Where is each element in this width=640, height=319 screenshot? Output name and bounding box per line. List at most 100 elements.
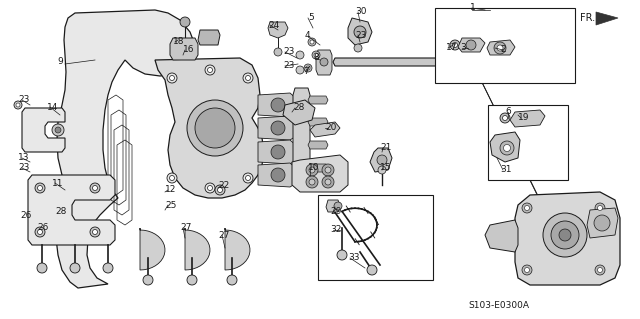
Polygon shape bbox=[293, 88, 310, 185]
Text: 3: 3 bbox=[460, 43, 466, 53]
Text: 22: 22 bbox=[218, 181, 229, 189]
Text: 7: 7 bbox=[303, 68, 308, 77]
Circle shape bbox=[367, 265, 377, 275]
Circle shape bbox=[52, 124, 64, 136]
Circle shape bbox=[502, 115, 508, 121]
Circle shape bbox=[37, 263, 47, 273]
Text: 28: 28 bbox=[55, 207, 67, 217]
Circle shape bbox=[167, 173, 177, 183]
Circle shape bbox=[308, 38, 316, 46]
Text: 23: 23 bbox=[283, 62, 294, 70]
Circle shape bbox=[187, 275, 197, 285]
Bar bbox=[488, 105, 568, 180]
Circle shape bbox=[551, 221, 579, 249]
Circle shape bbox=[274, 48, 282, 56]
Circle shape bbox=[35, 227, 45, 237]
Circle shape bbox=[598, 205, 602, 211]
Text: 28: 28 bbox=[293, 103, 305, 113]
Circle shape bbox=[450, 40, 460, 50]
Polygon shape bbox=[310, 122, 340, 137]
Circle shape bbox=[207, 186, 212, 190]
Text: 5: 5 bbox=[308, 13, 314, 23]
Polygon shape bbox=[308, 164, 328, 172]
Text: 30: 30 bbox=[355, 8, 367, 17]
Text: 13: 13 bbox=[18, 153, 29, 162]
Circle shape bbox=[271, 168, 285, 182]
Text: 26: 26 bbox=[20, 211, 31, 219]
Polygon shape bbox=[292, 155, 348, 192]
Circle shape bbox=[215, 185, 225, 195]
Text: 23: 23 bbox=[355, 31, 366, 40]
Circle shape bbox=[320, 58, 328, 66]
Polygon shape bbox=[490, 132, 520, 162]
Text: 2: 2 bbox=[500, 46, 506, 55]
Circle shape bbox=[143, 275, 153, 285]
Text: 8: 8 bbox=[313, 54, 319, 63]
Circle shape bbox=[180, 17, 190, 27]
Polygon shape bbox=[258, 140, 298, 164]
Text: 9: 9 bbox=[57, 57, 63, 66]
Circle shape bbox=[90, 227, 100, 237]
Circle shape bbox=[314, 53, 318, 57]
Circle shape bbox=[246, 76, 250, 80]
Text: 10: 10 bbox=[308, 164, 319, 173]
Polygon shape bbox=[258, 116, 298, 140]
Circle shape bbox=[271, 98, 285, 112]
Circle shape bbox=[167, 73, 177, 83]
Text: 1: 1 bbox=[470, 4, 476, 12]
Circle shape bbox=[543, 213, 587, 257]
Circle shape bbox=[312, 51, 320, 59]
Text: 27: 27 bbox=[218, 231, 229, 240]
Circle shape bbox=[504, 145, 511, 152]
Circle shape bbox=[246, 175, 250, 181]
Text: 25: 25 bbox=[165, 201, 177, 210]
Circle shape bbox=[207, 68, 212, 72]
Circle shape bbox=[70, 263, 80, 273]
Circle shape bbox=[595, 203, 605, 213]
Circle shape bbox=[595, 265, 605, 275]
Circle shape bbox=[170, 76, 175, 80]
Text: 18: 18 bbox=[173, 38, 184, 47]
Polygon shape bbox=[308, 118, 328, 126]
Text: 26: 26 bbox=[37, 224, 49, 233]
Circle shape bbox=[304, 64, 312, 72]
Polygon shape bbox=[22, 108, 65, 152]
Polygon shape bbox=[587, 208, 618, 238]
Text: 4: 4 bbox=[305, 32, 310, 41]
Circle shape bbox=[103, 263, 113, 273]
Circle shape bbox=[337, 250, 347, 260]
Polygon shape bbox=[198, 30, 220, 45]
Circle shape bbox=[218, 188, 223, 192]
Polygon shape bbox=[487, 40, 515, 55]
Circle shape bbox=[243, 73, 253, 83]
Circle shape bbox=[500, 141, 514, 155]
Polygon shape bbox=[268, 22, 288, 38]
Text: 23: 23 bbox=[283, 48, 294, 56]
Circle shape bbox=[497, 45, 503, 51]
Text: 23: 23 bbox=[18, 95, 29, 105]
Text: 24: 24 bbox=[268, 20, 279, 29]
Circle shape bbox=[38, 229, 42, 234]
Text: 27: 27 bbox=[180, 224, 191, 233]
Text: S103-E0300A: S103-E0300A bbox=[468, 300, 529, 309]
Circle shape bbox=[452, 42, 458, 48]
Circle shape bbox=[598, 268, 602, 272]
Circle shape bbox=[195, 108, 235, 148]
Circle shape bbox=[271, 121, 285, 135]
Circle shape bbox=[38, 186, 42, 190]
Circle shape bbox=[205, 183, 215, 193]
Circle shape bbox=[296, 51, 304, 59]
Circle shape bbox=[377, 155, 387, 165]
Polygon shape bbox=[258, 93, 298, 117]
Circle shape bbox=[296, 66, 304, 74]
Circle shape bbox=[306, 164, 318, 176]
Polygon shape bbox=[316, 50, 332, 75]
Circle shape bbox=[334, 202, 342, 210]
Circle shape bbox=[55, 127, 61, 133]
Circle shape bbox=[271, 145, 285, 159]
Polygon shape bbox=[225, 228, 250, 270]
Circle shape bbox=[170, 175, 175, 181]
Text: 33: 33 bbox=[348, 254, 360, 263]
Text: 32: 32 bbox=[330, 226, 341, 234]
Circle shape bbox=[93, 229, 97, 234]
